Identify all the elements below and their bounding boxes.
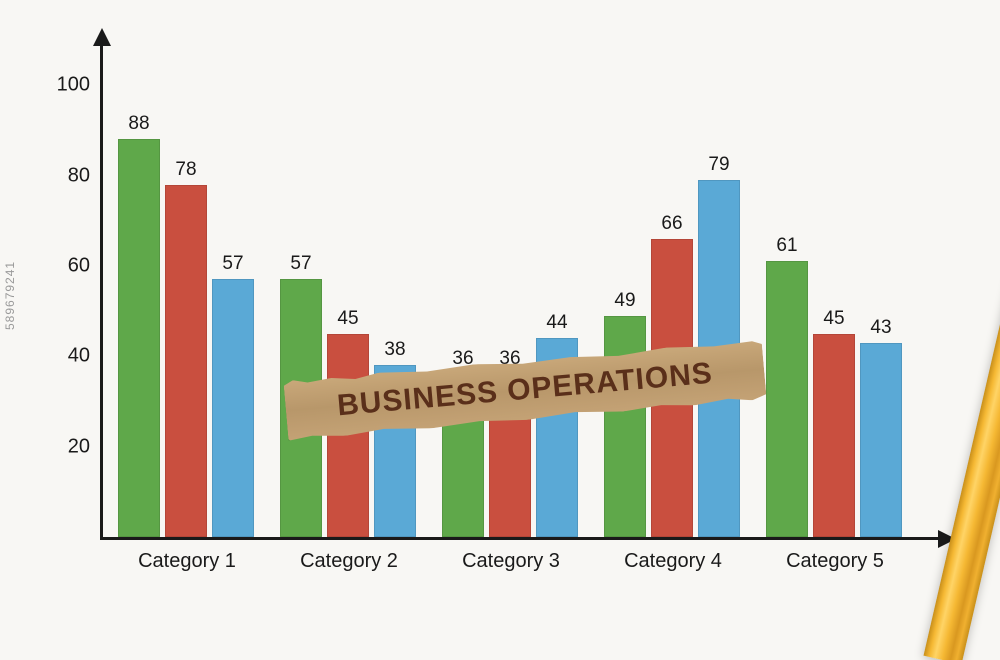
bar-value-label: 49 [604,290,646,312]
y-tick-label: 40 [50,345,90,368]
bar-value-label: 57 [280,253,322,275]
bar-value-label: 66 [651,213,693,235]
category-label: Category 2 [274,550,424,573]
y-tick-label: 80 [50,164,90,187]
category-group: 363644 [442,40,592,537]
bar [813,334,855,537]
category-group: 49 66 79 [604,40,754,537]
bar-value-label: 61 [766,235,808,257]
bar-value-label: 57 [212,253,254,275]
bar-chart: 20406080100 8878575745383636444966796145… [60,40,940,580]
x-axis-line [100,537,940,540]
stock-watermark: 589679241 [3,261,17,330]
bar-value-label: 45 [327,308,369,330]
category-group: 88 78 57 [118,40,268,537]
y-tick-label: 60 [50,254,90,277]
chart-plot-area: 887857574538363644496679614543 [110,40,930,537]
y-tick-label: 20 [50,435,90,458]
bar-value-label: 43 [860,317,902,339]
category-group: 57 4538 [280,40,430,537]
category-label: Category 1 [112,550,262,573]
bar-value-label: 78 [165,159,207,181]
category-label: Category 4 [598,550,748,573]
bar-value-label: 45 [813,308,855,330]
y-tick-label: 100 [50,74,90,97]
bar [766,261,808,537]
bar [604,316,646,537]
bar [118,139,160,537]
bar-value-label: 38 [374,339,416,361]
bar [165,185,207,537]
bar-value-label: 88 [118,113,160,135]
bar [860,343,902,537]
category-label: Category 3 [436,550,586,573]
category-label: Category 5 [760,550,910,573]
category-group: 61 4543 [766,40,916,537]
y-axis-arrow-icon [93,28,111,46]
bar [212,279,254,537]
bar-value-label: 44 [536,312,578,334]
bar-value-label: 79 [698,154,740,176]
y-axis-line [100,40,103,540]
